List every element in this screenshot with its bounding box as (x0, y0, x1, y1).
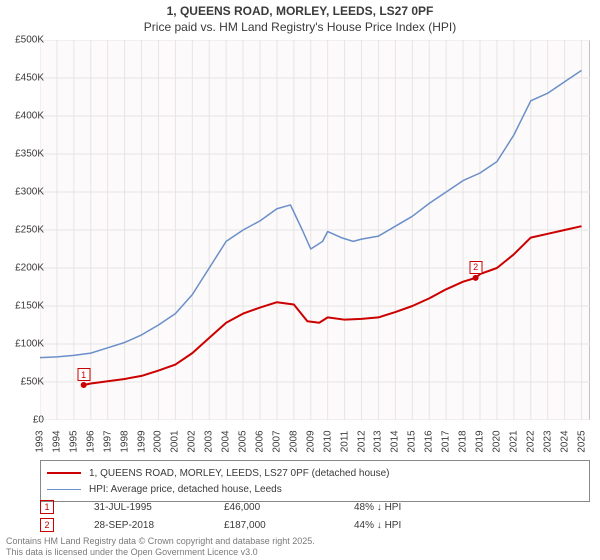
x-tick-label: 2003 (204, 430, 215, 452)
x-tick-label: 1995 (68, 430, 79, 452)
x-tick-label: 2009 (305, 430, 316, 452)
x-tick-label: 1998 (119, 430, 130, 452)
marker-price: £187,000 (224, 520, 354, 531)
legend-swatch (47, 489, 81, 490)
x-tick-label: 2004 (221, 430, 232, 452)
y-tick-label: £150K (15, 301, 44, 312)
x-tick-label: 2024 (559, 430, 570, 452)
marker-table: 1 31-JUL-1995 £46,000 48% ↓ HPI 2 28-SEP… (40, 498, 484, 534)
x-tick-label: 2006 (255, 430, 266, 452)
marker-delta: 44% ↓ HPI (354, 520, 484, 531)
y-tick-label: £500K (15, 35, 44, 46)
x-tick-label: 2010 (322, 430, 333, 452)
chart-marker-badge: 2 (469, 261, 482, 274)
x-tick-label: 2000 (153, 430, 164, 452)
legend-item: 1, QUEENS ROAD, MORLEY, LEEDS, LS27 0PF … (47, 465, 583, 481)
marker-date: 28-SEP-2018 (94, 520, 224, 531)
marker-badge: 2 (40, 518, 54, 532)
y-tick-label: £0 (33, 415, 44, 426)
marker-price: £46,000 (224, 502, 354, 513)
x-tick-label: 1996 (85, 430, 96, 452)
chart-area (40, 40, 590, 420)
title-line-2: Price paid vs. HM Land Registry's House … (0, 20, 600, 34)
x-tick-label: 2016 (424, 430, 435, 452)
legend-swatch (47, 472, 81, 474)
y-tick-label: £450K (15, 73, 44, 84)
y-tick-label: £400K (15, 111, 44, 122)
x-tick-label: 2020 (491, 430, 502, 452)
marker-row: 1 31-JUL-1995 £46,000 48% ↓ HPI (40, 498, 484, 516)
x-tick-label: 2025 (576, 430, 587, 452)
x-tick-label: 2023 (542, 430, 553, 452)
x-tick-label: 2005 (238, 430, 249, 452)
marker-date: 31-JUL-1995 (94, 502, 224, 513)
x-tick-label: 2013 (373, 430, 384, 452)
x-tick-label: 2017 (441, 430, 452, 452)
footer-line-1: Contains HM Land Registry data © Crown c… (6, 536, 315, 547)
y-tick-label: £200K (15, 263, 44, 274)
x-tick-label: 2014 (390, 430, 401, 452)
footer-line-2: This data is licensed under the Open Gov… (6, 547, 315, 558)
x-tick-label: 2007 (271, 430, 282, 452)
title-line-1: 1, QUEENS ROAD, MORLEY, LEEDS, LS27 0PF (0, 4, 600, 18)
x-tick-label: 2015 (407, 430, 418, 452)
x-tick-label: 1997 (102, 430, 113, 452)
chart-marker-badge: 1 (77, 368, 90, 381)
marker-badge: 1 (40, 500, 54, 514)
legend-item: HPI: Average price, detached house, Leed… (47, 481, 583, 497)
chart-svg (40, 40, 590, 420)
chart-title-block: 1, QUEENS ROAD, MORLEY, LEEDS, LS27 0PF … (0, 0, 600, 34)
marker-row: 2 28-SEP-2018 £187,000 44% ↓ HPI (40, 516, 484, 534)
y-tick-label: £50K (21, 377, 44, 388)
x-tick-label: 2008 (288, 430, 299, 452)
y-tick-label: £300K (15, 187, 44, 198)
x-tick-label: 1994 (51, 430, 62, 452)
x-tick-label: 2001 (170, 430, 181, 452)
legend-label: HPI: Average price, detached house, Leed… (89, 484, 282, 495)
x-tick-label: 2002 (187, 430, 198, 452)
legend-label: 1, QUEENS ROAD, MORLEY, LEEDS, LS27 0PF … (89, 468, 390, 479)
legend: 1, QUEENS ROAD, MORLEY, LEEDS, LS27 0PF … (40, 460, 590, 502)
y-tick-label: £100K (15, 339, 44, 350)
x-tick-label: 2018 (458, 430, 469, 452)
x-tick-label: 2022 (525, 430, 536, 452)
footer: Contains HM Land Registry data © Crown c… (6, 536, 315, 558)
x-tick-label: 2012 (356, 430, 367, 452)
y-tick-label: £250K (15, 225, 44, 236)
x-tick-label: 1993 (35, 430, 46, 452)
x-tick-label: 2019 (475, 430, 486, 452)
x-tick-label: 2021 (508, 430, 519, 452)
y-tick-label: £350K (15, 149, 44, 160)
x-tick-label: 2011 (339, 431, 350, 453)
marker-delta: 48% ↓ HPI (354, 502, 484, 513)
x-tick-label: 1999 (136, 430, 147, 452)
